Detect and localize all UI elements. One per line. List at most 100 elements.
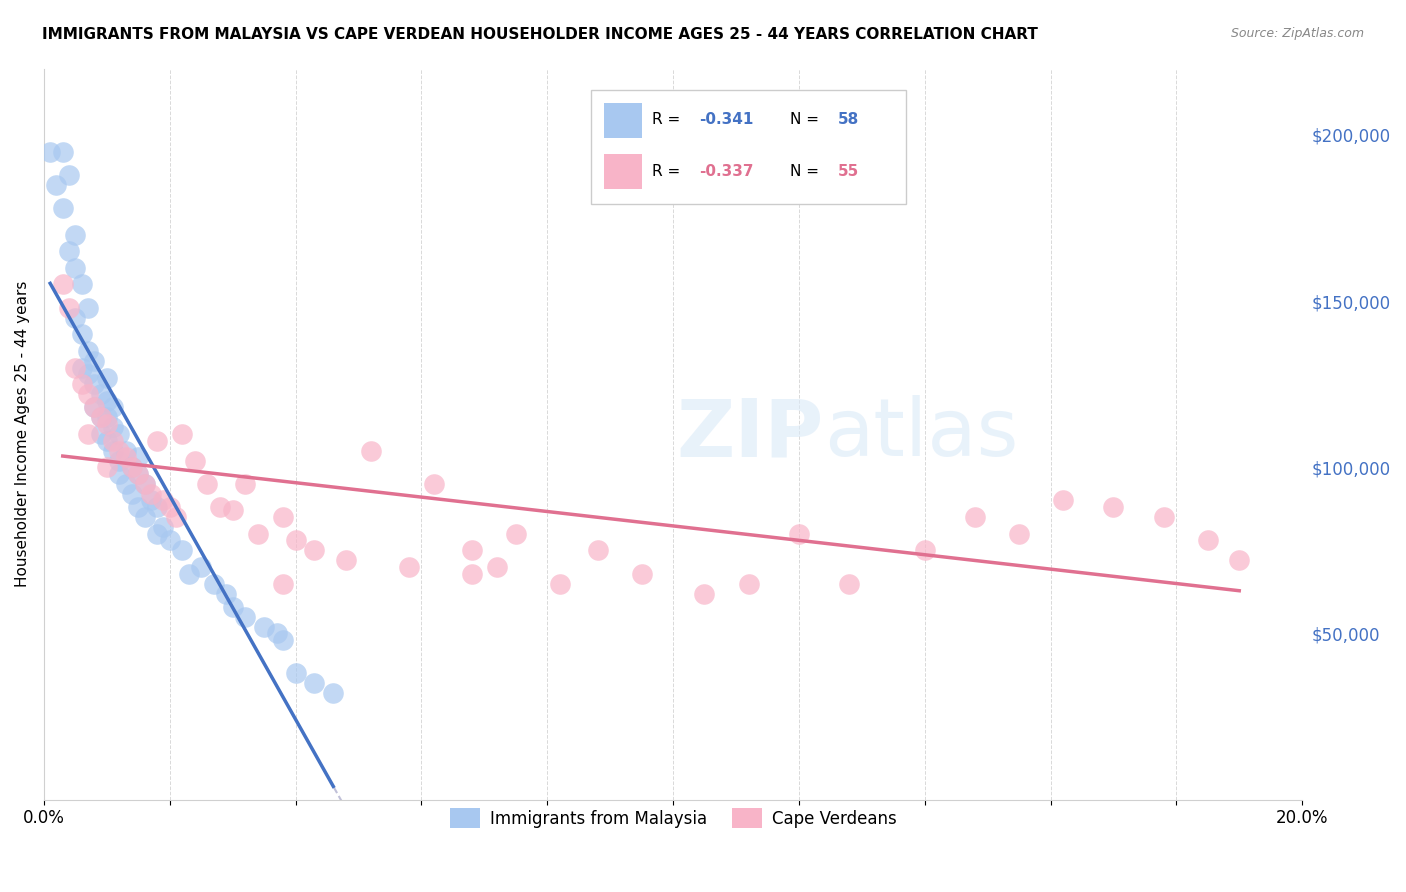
Point	[96, 434, 118, 448]
Point	[65, 260, 87, 275]
Point	[139, 493, 162, 508]
Point	[96, 417, 118, 431]
Point	[1197, 533, 1219, 548]
Point	[65, 360, 87, 375]
Point	[221, 503, 243, 517]
Point	[52, 145, 75, 159]
Point	[108, 443, 131, 458]
Text: 55: 55	[838, 164, 859, 179]
Point	[360, 443, 382, 458]
Point	[177, 566, 200, 581]
Point	[737, 576, 759, 591]
Point	[202, 576, 225, 591]
Point	[172, 427, 194, 442]
Point	[1227, 553, 1250, 567]
Point	[184, 453, 207, 467]
Point	[215, 586, 238, 600]
Text: R =: R =	[651, 164, 685, 179]
Point	[159, 500, 181, 515]
Point	[114, 443, 136, 458]
Text: N =: N =	[790, 112, 824, 128]
Text: -0.341: -0.341	[699, 112, 754, 128]
Point	[121, 460, 143, 475]
Point	[146, 434, 169, 448]
Point	[460, 566, 482, 581]
Point	[121, 460, 143, 475]
Point	[52, 201, 75, 215]
Point	[914, 543, 936, 558]
Point	[134, 476, 156, 491]
Point	[77, 343, 100, 358]
Point	[398, 560, 420, 574]
Point	[89, 410, 111, 425]
Point	[485, 560, 508, 574]
Point	[108, 467, 131, 481]
Point	[304, 676, 326, 690]
Bar	[603, 154, 641, 189]
Point	[96, 410, 118, 425]
Text: IMMIGRANTS FROM MALAYSIA VS CAPE VERDEAN HOUSEHOLDER INCOME AGES 25 - 44 YEARS C: IMMIGRANTS FROM MALAYSIA VS CAPE VERDEAN…	[42, 27, 1038, 42]
Point	[77, 387, 100, 401]
Point	[963, 510, 986, 524]
Point	[233, 609, 256, 624]
Point	[159, 533, 181, 548]
Point	[70, 327, 93, 342]
Point	[1153, 510, 1175, 524]
Point	[335, 553, 357, 567]
Point	[693, 586, 716, 600]
Text: atlas: atlas	[824, 395, 1018, 473]
Point	[152, 493, 174, 508]
Point	[108, 427, 131, 442]
Point	[139, 487, 162, 501]
Point	[209, 500, 232, 515]
Point	[114, 476, 136, 491]
Point	[70, 377, 93, 392]
Text: -0.337: -0.337	[699, 164, 754, 179]
Point	[146, 500, 169, 515]
Point	[127, 467, 149, 481]
Point	[134, 510, 156, 524]
Text: Source: ZipAtlas.com: Source: ZipAtlas.com	[1230, 27, 1364, 40]
Text: R =: R =	[651, 112, 685, 128]
Point	[101, 443, 124, 458]
Text: N =: N =	[790, 164, 824, 179]
Point	[77, 368, 100, 382]
Point	[89, 387, 111, 401]
Point	[96, 370, 118, 384]
FancyBboxPatch shape	[592, 90, 905, 203]
Point	[127, 467, 149, 481]
Point	[58, 168, 80, 182]
Point	[271, 633, 294, 648]
Point	[423, 476, 446, 491]
Point	[58, 301, 80, 315]
Point	[77, 427, 100, 442]
Point	[89, 427, 111, 442]
Point	[1052, 493, 1074, 508]
Point	[65, 310, 87, 325]
Bar	[603, 103, 641, 138]
Point	[233, 476, 256, 491]
Point	[1008, 526, 1031, 541]
Point	[630, 566, 652, 581]
Point	[127, 500, 149, 515]
Point	[197, 476, 219, 491]
Point	[101, 401, 124, 415]
Point	[284, 533, 307, 548]
Point	[284, 666, 307, 681]
Point	[586, 543, 609, 558]
Point	[838, 576, 860, 591]
Point	[45, 178, 67, 192]
Point	[121, 487, 143, 501]
Point	[89, 410, 111, 425]
Y-axis label: Householder Income Ages 25 - 44 years: Householder Income Ages 25 - 44 years	[15, 281, 30, 587]
Point	[83, 354, 105, 368]
Point	[134, 476, 156, 491]
Point	[304, 543, 326, 558]
Point	[101, 420, 124, 434]
Point	[787, 526, 810, 541]
Point	[271, 576, 294, 591]
Point	[96, 460, 118, 475]
Point	[39, 145, 62, 159]
Point	[96, 393, 118, 408]
Point	[83, 401, 105, 415]
